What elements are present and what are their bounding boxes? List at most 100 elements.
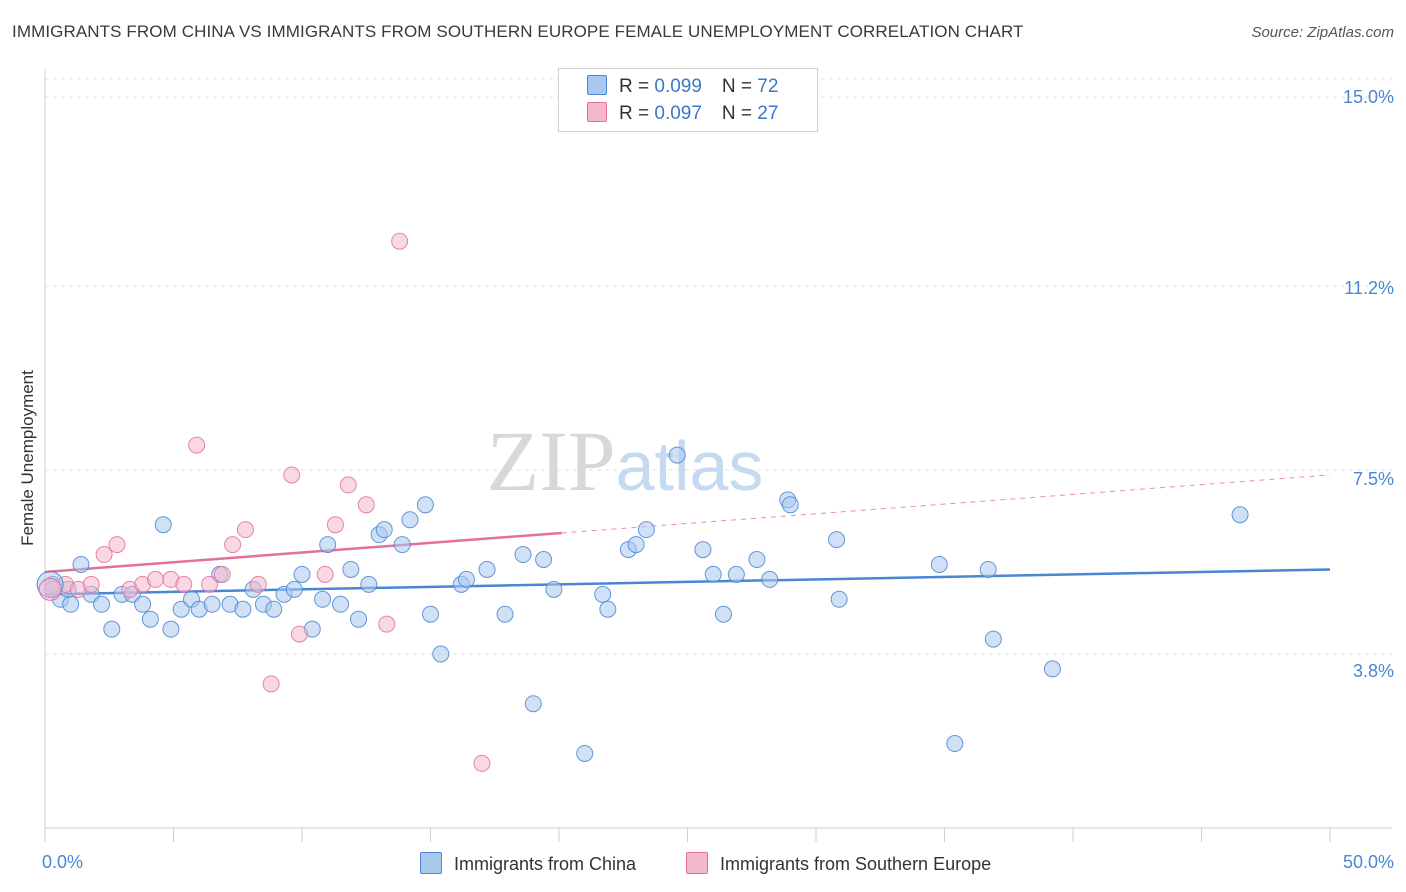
data-point-china [401, 511, 419, 529]
data-point-china [979, 560, 997, 578]
data-point-china [162, 620, 180, 638]
data-point-china [393, 536, 411, 554]
data-point-china [93, 595, 111, 613]
data-point-china [203, 595, 221, 613]
chart-title: IMMIGRANTS FROM CHINA VS IMMIGRANTS FROM… [12, 22, 1024, 41]
legend-r-label: R = [619, 76, 655, 97]
legend-r-value: 0.097 [654, 103, 702, 124]
data-point-southern-europe [290, 625, 308, 643]
data-point-china [704, 565, 722, 583]
data-point-china [350, 610, 368, 628]
data-point-china [637, 521, 655, 539]
data-point-southern-europe [249, 575, 267, 593]
data-point-china [342, 560, 360, 578]
y-axis-label: Female Unemployment [18, 370, 37, 546]
legend-row-southern-europe: R = 0.097 N = 27 [587, 102, 778, 126]
data-point-china [332, 595, 350, 613]
data-point-southern-europe [357, 496, 375, 514]
data-point-china [62, 595, 80, 613]
bottom-legend-label: Immigrants from China [454, 854, 637, 874]
data-point-china [1043, 660, 1061, 678]
bottom-legend-china: Immigrants from China [420, 852, 636, 876]
source-label: Source: ZipAtlas.com [1251, 24, 1394, 41]
data-point-china [319, 536, 337, 554]
watermark: ZIPatlas [487, 413, 764, 509]
legend: R = 0.099 N = 72 R = 0.097 N = 27 [558, 68, 818, 132]
data-point-southern-europe [108, 536, 126, 554]
data-point-china [285, 580, 303, 598]
data-point-china [748, 551, 766, 569]
data-point-southern-europe [82, 575, 100, 593]
data-point-china [457, 570, 475, 588]
data-point-china [781, 496, 799, 514]
y-tick-label: 3.8% [1352, 661, 1394, 681]
data-point-southern-europe [38, 577, 62, 601]
data-point-china [545, 580, 563, 598]
data-point-southern-europe [339, 476, 357, 494]
data-point-china [432, 645, 450, 663]
data-point-southern-europe [283, 466, 301, 484]
data-point-china [1231, 506, 1249, 524]
legend-r-label: R = [619, 103, 655, 124]
data-point-china [154, 516, 172, 534]
legend-n-label: N = [721, 76, 758, 97]
y-tick-label: 7.5% [1352, 469, 1394, 489]
data-point-china [172, 600, 190, 618]
data-point-china [360, 575, 378, 593]
data-point-china [416, 496, 434, 514]
data-point-southern-europe [213, 565, 231, 583]
data-point-southern-europe [326, 516, 344, 534]
y-tick-label: 15.0% [1342, 87, 1394, 107]
data-point-china [828, 531, 846, 549]
data-point-china [141, 610, 159, 628]
data-point-china [946, 735, 964, 753]
data-point-china [134, 595, 152, 613]
data-point-southern-europe [262, 675, 280, 693]
bottom-legend-label: Immigrants from Southern Europe [720, 854, 992, 874]
data-point-southern-europe [188, 436, 206, 454]
data-point-china [524, 695, 542, 713]
data-point-southern-europe [316, 565, 334, 583]
legend-n-value: 72 [757, 76, 779, 97]
data-point-china [594, 585, 612, 603]
data-point-china [984, 630, 1002, 648]
legend-row-china: R = 0.099 N = 72 [587, 75, 778, 99]
data-point-china [514, 546, 532, 564]
data-point-china [727, 565, 745, 583]
legend-n-value: 27 [757, 103, 779, 124]
bottom-legend-swatch-blue [420, 852, 442, 874]
data-point-china [314, 590, 332, 608]
legend-r-value: 0.099 [654, 76, 702, 97]
data-point-china [103, 620, 121, 638]
trendline-southern-europe-extension [561, 474, 1331, 534]
data-point-china [265, 600, 283, 618]
trendline-southern-europe [44, 531, 562, 574]
data-point-southern-europe [473, 754, 491, 772]
data-point-china [576, 744, 594, 762]
legend-swatch-blue [587, 75, 607, 95]
data-point-china [293, 565, 311, 583]
legend-n-label: N = [721, 103, 758, 124]
legend-swatch-pink [587, 102, 607, 122]
data-point-china [599, 600, 617, 618]
data-point-china [668, 446, 686, 464]
data-point-china [535, 551, 553, 569]
x-tick-label-min: 0.0% [42, 852, 84, 872]
data-point-southern-europe [236, 521, 254, 539]
data-point-southern-europe [224, 536, 242, 554]
data-point-southern-europe [95, 546, 113, 564]
bottom-legend-swatch-pink [686, 852, 708, 874]
data-point-china [478, 560, 496, 578]
trendline-china [44, 568, 1331, 596]
data-point-china [72, 555, 90, 573]
data-point-southern-europe [378, 615, 396, 633]
data-point-china [694, 541, 712, 559]
data-point-southern-europe [200, 575, 218, 593]
x-tick-label-max: 50.0% [1342, 852, 1394, 872]
data-point-southern-europe [175, 575, 193, 593]
data-point-china [234, 600, 252, 618]
data-point-china [830, 590, 848, 608]
data-point-china [496, 605, 514, 623]
data-point-china [714, 605, 732, 623]
